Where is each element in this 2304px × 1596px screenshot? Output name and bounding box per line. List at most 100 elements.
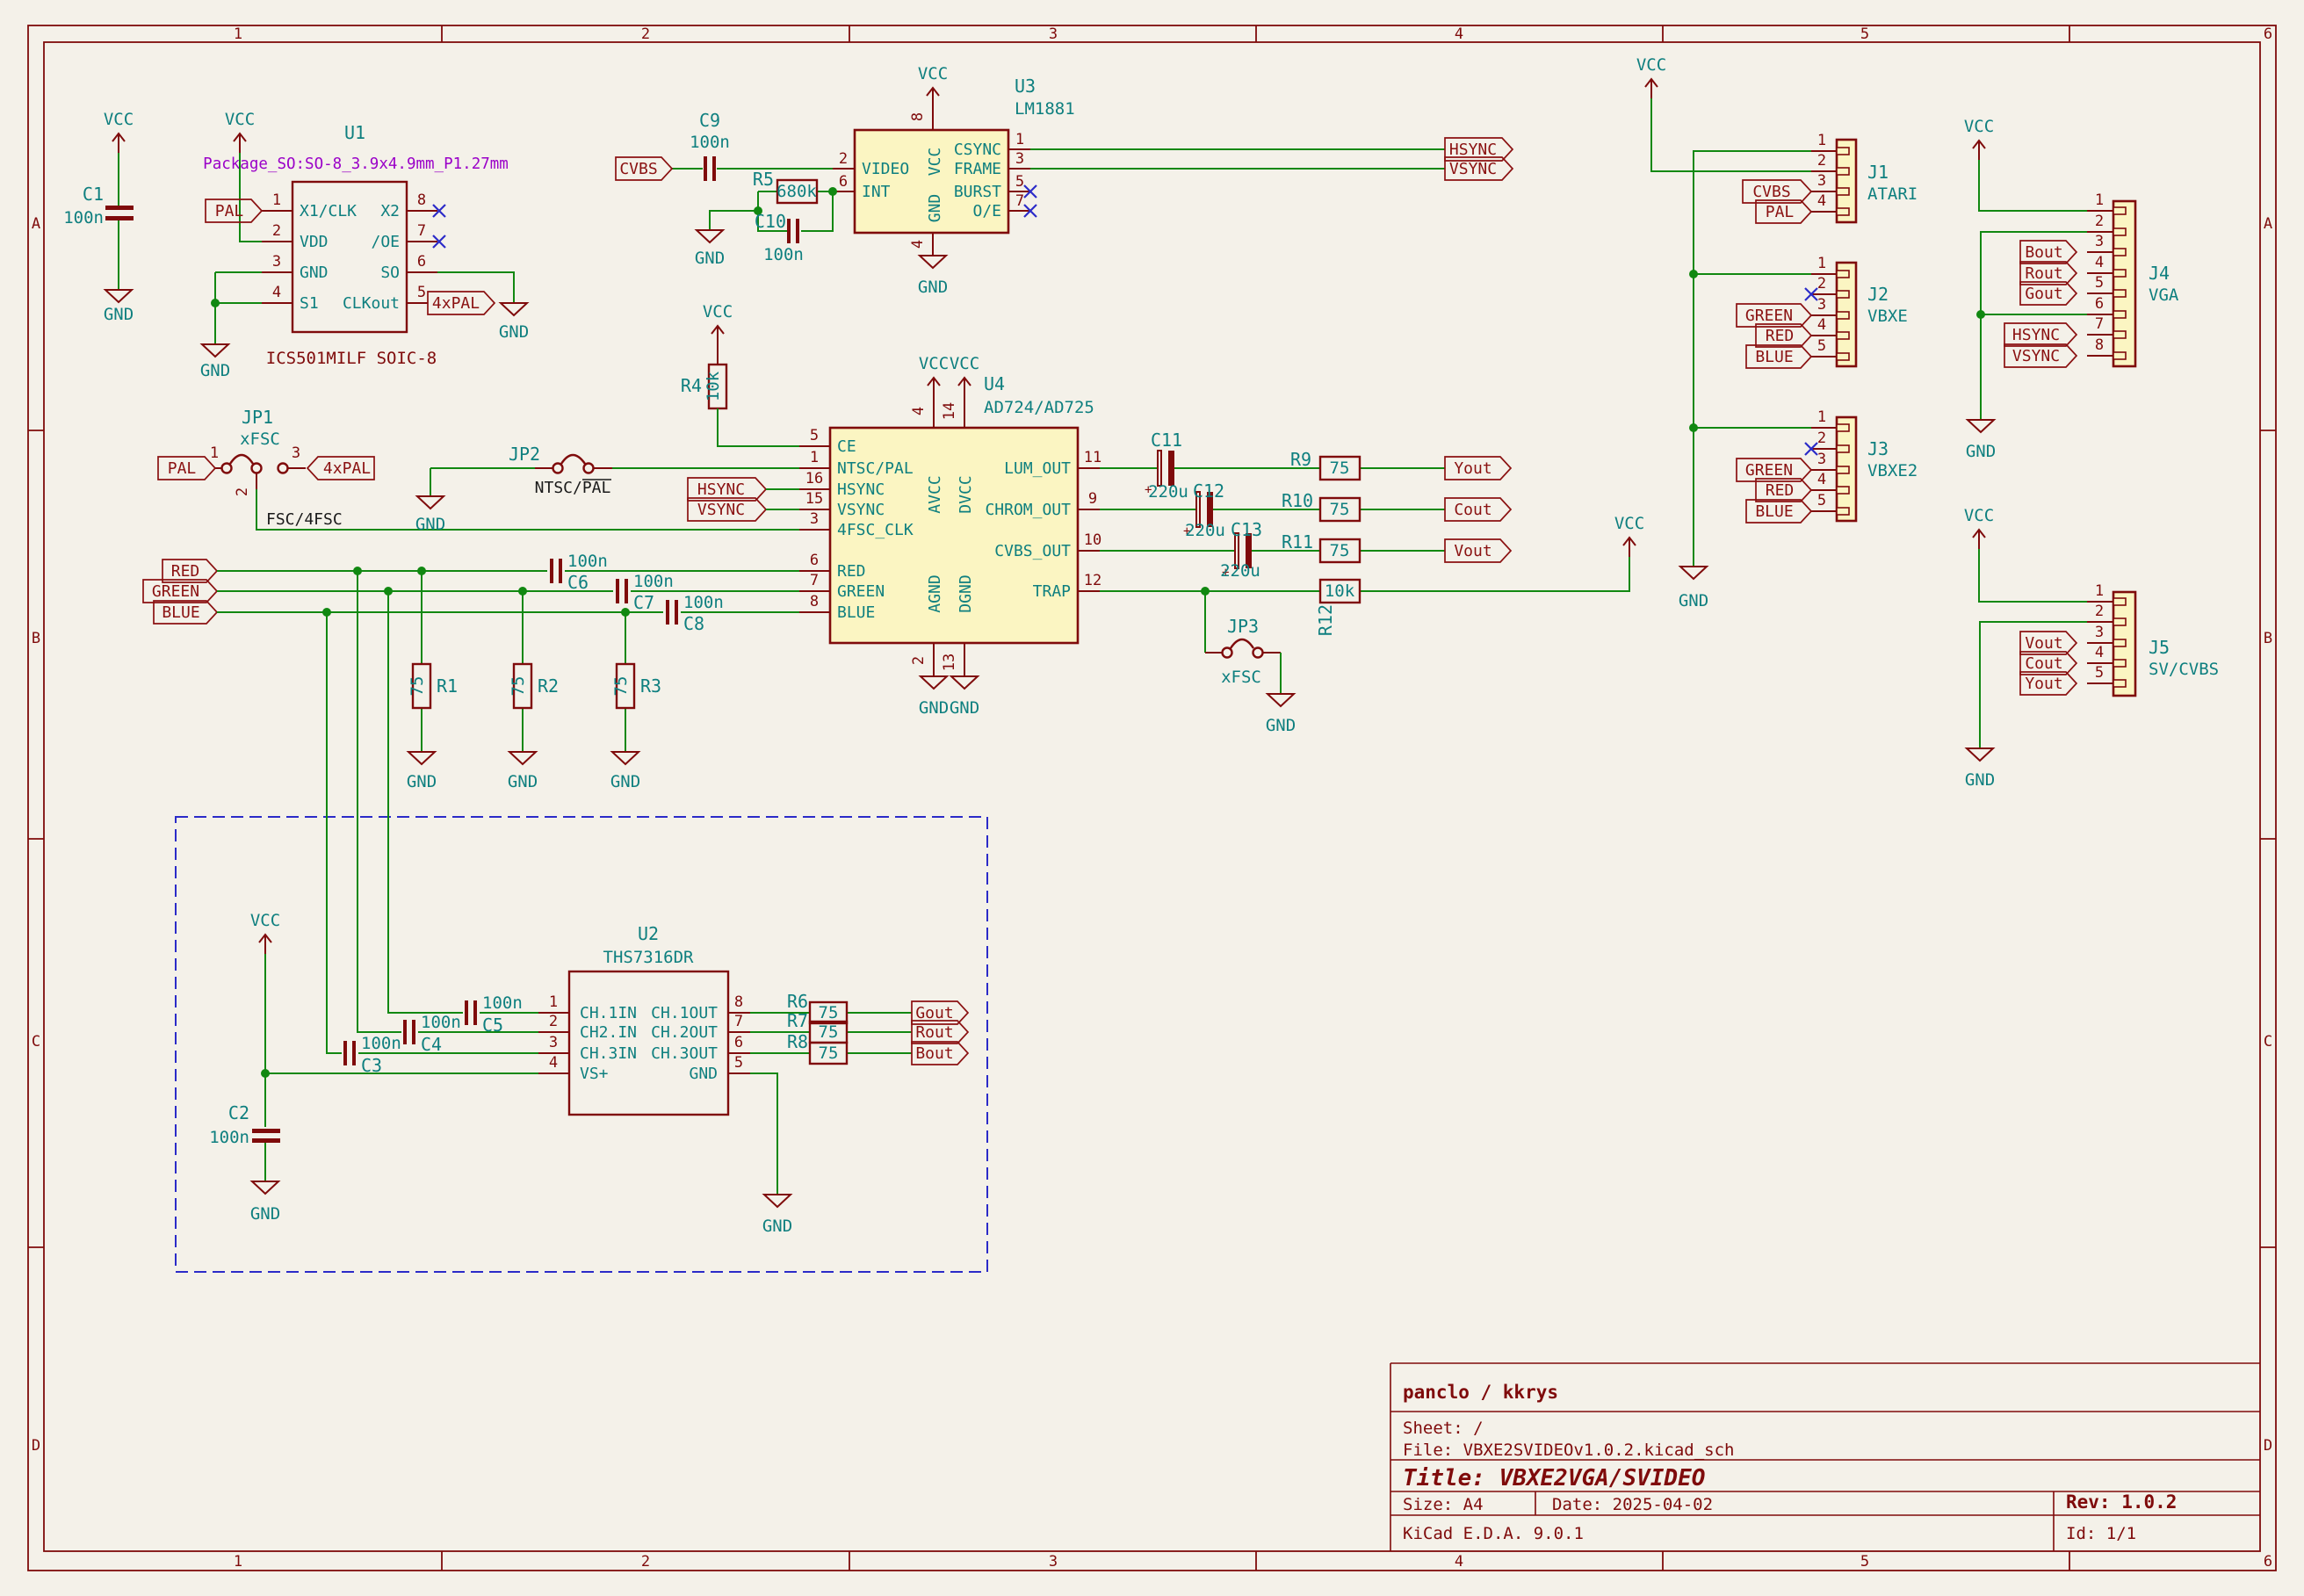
component-u2[interactable]: 1 2 3 4 8 7 6 5 CH.1IN CH2.IN CH.3IN VS+… <box>538 923 750 1116</box>
global-label-cout-r10[interactable]: Cout <box>1444 497 1513 522</box>
global-label-red[interactable]: RED <box>162 559 219 583</box>
global-label-red-j2[interactable]: RED <box>1755 323 1813 348</box>
component-jp1[interactable]: 1 2 3 JP1 xFSC <box>210 407 306 496</box>
component-c1[interactable]: C1 100n <box>63 184 134 227</box>
component-r9[interactable]: 75 R9 <box>1290 449 1361 481</box>
component-c5[interactable]: 100n C5 <box>465 993 523 1036</box>
global-label-green-j2[interactable]: GREEN <box>1736 303 1813 328</box>
power-gnd-u3[interactable]: GND <box>918 255 948 297</box>
power-gnd-u2[interactable]: GND <box>762 1194 792 1236</box>
power-vcc-j1[interactable]: VCC <box>1636 55 1666 99</box>
component-r11[interactable]: 75 R11 <box>1282 531 1361 564</box>
global-label-yout-j5[interactable]: Yout <box>2019 671 2078 696</box>
component-c4[interactable]: 100n C4 <box>403 1013 461 1055</box>
power-vcc-trap[interactable]: VCC <box>1614 514 1644 558</box>
component-r8[interactable]: 75 R8 <box>787 1031 849 1065</box>
global-label-cout-j5[interactable]: Cout <box>2019 651 2078 675</box>
wires-u4-outputs[interactable] <box>1100 467 1630 653</box>
wires-sync-u4[interactable] <box>766 488 799 510</box>
power-vcc-u1[interactable]: VCC <box>225 110 255 154</box>
global-label-vsync-u4[interactable]: VSYNC <box>687 497 768 522</box>
global-label-vsync-u3[interactable]: VSYNC <box>1444 156 1514 181</box>
global-label-blue-j2[interactable]: BLUE <box>1745 344 1813 369</box>
wires-u2-region[interactable] <box>261 571 912 1195</box>
component-c13[interactable]: + C13 220u <box>1220 519 1262 581</box>
component-c9[interactable]: C9 100n <box>690 110 730 181</box>
global-label-blue-j3[interactable]: BLUE <box>1745 499 1813 524</box>
wires-u1-region[interactable] <box>118 153 515 344</box>
power-gnd-jp2[interactable]: GND <box>415 495 445 534</box>
component-u4[interactable]: 5 1 16 15 3 6 7 8 11 9 10 12 4 14 2 13 C… <box>799 373 1101 676</box>
power-gnd-rail[interactable]: GND <box>1679 566 1708 610</box>
power-vcc-u2[interactable]: VCC <box>250 911 280 955</box>
power-gnd-u4-agnd[interactable]: GND <box>919 675 949 718</box>
component-r5[interactable]: 680k R5 <box>753 169 819 205</box>
component-c8[interactable]: 100n C8 <box>666 593 724 634</box>
component-jp3[interactable]: JP3 xFSC <box>1205 616 1281 687</box>
global-label-rout-j4[interactable]: Rout <box>2019 261 2078 285</box>
power-gnd-j4[interactable]: GND <box>1966 419 1996 461</box>
global-label-vsync-j4[interactable]: VSYNC <box>2004 343 2078 368</box>
power-vcc-j4[interactable]: VCC <box>1964 117 1994 161</box>
wire-fsc4fsc[interactable] <box>256 489 799 531</box>
global-label-vout-r11[interactable]: Vout <box>1444 538 1513 563</box>
wires-j5[interactable] <box>1978 549 2087 748</box>
component-r3[interactable]: 75 R3 GND <box>610 612 661 791</box>
power-vcc-j5[interactable]: VCC <box>1964 506 1994 550</box>
component-c11[interactable]: + C11 220u <box>1145 430 1188 502</box>
global-label-yout-r9[interactable]: Yout <box>1444 456 1513 480</box>
component-u1[interactable]: 1 2 3 4 8 7 6 5 X1/CLK VDD GND S1 X2 /OE… <box>203 122 509 368</box>
component-j3[interactable]: 1 2 3 4 5 J3 VBXE2 <box>1804 408 1918 523</box>
power-gnd-u1-so[interactable]: GND <box>499 302 529 342</box>
power-gnd-c1[interactable]: GND <box>104 289 134 324</box>
net-label-fsc4fsc[interactable]: FSC/4FSC <box>266 510 343 529</box>
component-j2[interactable]: 1 2 3 4 5 J2 VBXE <box>1804 255 1908 368</box>
global-label-pal-j1[interactable]: PAL <box>1755 199 1813 224</box>
global-label-hsync-u4[interactable]: HSYNC <box>687 477 768 502</box>
component-r6[interactable]: 75 R6 <box>787 991 849 1025</box>
component-c2[interactable]: C2 100n <box>209 1102 280 1147</box>
component-c6[interactable]: 100n C6 <box>550 552 608 593</box>
wires-u3-region[interactable] <box>672 148 1445 232</box>
component-r7[interactable]: 75 R7 <box>787 1010 849 1044</box>
power-gnd-u1-s1[interactable]: GND <box>200 343 230 380</box>
power-gnd-u4-dgnd[interactable]: GND <box>950 675 979 718</box>
net-label-ntscpal[interactable]: NTSC/PAL <box>535 479 611 497</box>
global-label-cvbs-j1[interactable]: CVBS <box>1742 179 1813 204</box>
component-c12[interactable]: + C12 220u <box>1183 480 1225 540</box>
global-label-4xpal-jp1[interactable]: 4xPAL <box>306 456 375 480</box>
power-gnd-c2[interactable]: GND <box>250 1181 280 1224</box>
wires-connector-rail[interactable] <box>1650 98 1811 567</box>
power-gnd-r5[interactable]: GND <box>695 229 725 268</box>
component-jp2[interactable]: JP2 <box>509 444 612 474</box>
global-label-4xpal-u1[interactable]: 4xPAL <box>427 291 496 315</box>
component-r2[interactable]: 75 R2 GND <box>508 591 559 791</box>
component-c7[interactable]: 100n C7 <box>616 572 674 613</box>
component-r1[interactable]: 75 R1 GND <box>407 571 458 791</box>
component-j4[interactable]: 1 2 3 4 5 6 7 8 J4 VGA <box>2087 191 2179 368</box>
power-vcc-u3[interactable]: VCC <box>918 64 948 108</box>
power-gnd-j5[interactable]: GND <box>1965 747 1995 790</box>
global-label-vout-j5[interactable]: Vout <box>2019 631 2078 655</box>
graphic-dashed-box[interactable] <box>175 816 988 1273</box>
global-label-hsync-j4[interactable]: HSYNC <box>2004 322 2078 347</box>
component-u3[interactable]: 2 6 1 3 5 7 8 4 VIDEO INT CSYNC FRAME BU… <box>833 76 1075 256</box>
component-r4[interactable]: 10k R4 <box>681 345 728 410</box>
power-vcc-u4-avcc[interactable]: VCC <box>919 354 949 398</box>
global-label-pal-jp1[interactable]: PAL <box>157 456 217 480</box>
wires-jp2[interactable] <box>430 467 799 496</box>
component-c10[interactable]: C10 100n <box>755 211 804 264</box>
global-label-bout-r8[interactable]: Bout <box>911 1041 970 1065</box>
global-label-green-j3[interactable]: GREEN <box>1736 458 1813 482</box>
wire-r4-ce[interactable] <box>717 408 799 447</box>
wires-j4[interactable] <box>1976 160 2087 420</box>
global-label-rout-r7[interactable]: Rout <box>911 1020 970 1044</box>
component-r12[interactable]: 10k R12 <box>1315 578 1361 636</box>
power-vcc-r4[interactable]: VCC <box>703 302 733 346</box>
global-label-red-j3[interactable]: RED <box>1755 478 1813 502</box>
global-label-pal-u1[interactable]: PAL <box>205 199 264 223</box>
component-c3[interactable]: 100n C3 <box>343 1034 401 1076</box>
component-r10[interactable]: 75 R10 <box>1282 490 1361 523</box>
global-label-blue[interactable]: BLUE <box>153 600 219 625</box>
component-j1[interactable]: 1 2 3 4 J1 ATARI <box>1811 132 1918 224</box>
